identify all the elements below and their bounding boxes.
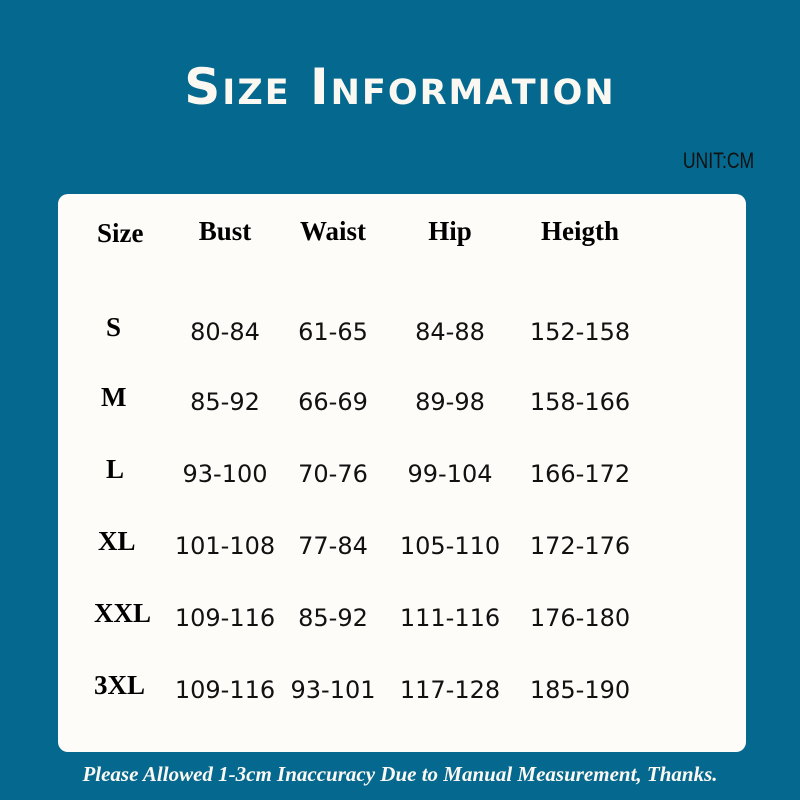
table-cell: 93-100 [182,460,268,488]
table-cell: 158-166 [529,388,631,416]
table-cell: 84-88 [415,318,485,346]
table-cell: 172-176 [529,532,631,560]
table-cell: 105-110 [399,532,501,560]
table-cell: 117-128 [399,676,501,704]
size-label: S [106,312,122,342]
table-cell: 70-76 [298,460,368,488]
table-cell: 111-116 [399,604,501,632]
column-header: Hip [428,216,472,246]
table-cell: 85-92 [190,388,260,416]
size-label: XXL [94,598,152,628]
table-cell: 61-65 [298,318,368,346]
table-cell: 80-84 [190,318,260,346]
table-cell: 166-172 [529,460,631,488]
unit-label: UNIT:CM [682,148,754,173]
table-cell: 101-108 [174,532,276,560]
size-label: M [101,382,127,412]
table-cell: 77-84 [298,532,368,560]
column-header: Bust [198,216,252,246]
page-title: Size Information [184,58,616,116]
disclaimer-note: Please Allowed 1-3cm Inaccuracy Due to M… [82,762,718,786]
table-cell: 66-69 [298,388,368,416]
size-label: XL [98,526,136,556]
size-label: L [106,454,125,484]
size-label: 3XL [94,670,146,700]
table-cell: 176-180 [529,604,631,632]
size-table: Size Bust Waist Hip Heigth S 80-84 61-65 84-88 15… [58,194,746,752]
column-header: Size [97,218,144,248]
table-cell: 109-116 [174,676,276,704]
column-header: Waist [299,216,367,246]
table-cell: 99-104 [407,460,493,488]
table-cell: 152-158 [529,318,631,346]
table-cell: 185-190 [529,676,631,704]
table-cell: 93-101 [290,676,376,704]
table-cell: 109-116 [174,604,276,632]
table-cell: 85-92 [298,604,368,632]
column-header: Heigth [541,216,619,246]
table-cell: 89-98 [415,388,485,416]
